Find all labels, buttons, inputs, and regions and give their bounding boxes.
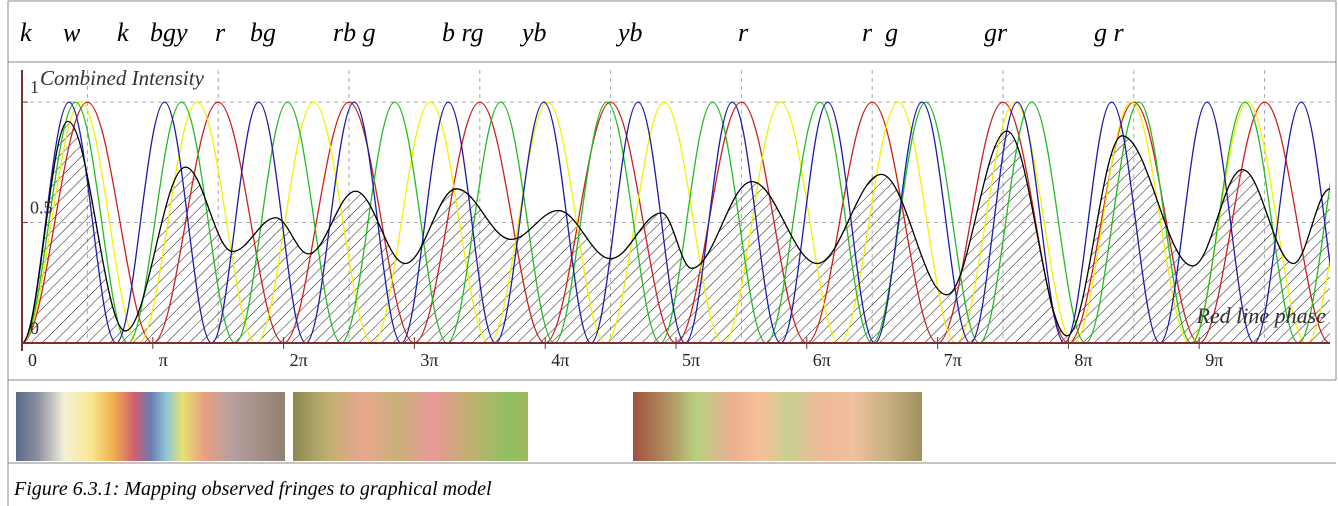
x-tick-label: 6π [813,350,831,370]
fringe-photo [16,392,285,461]
fringe-label: k [117,18,129,47]
x-tick-label: 2π [290,350,308,370]
fringe-photo [293,392,528,461]
x-tick-label: 5π [682,350,700,370]
fringe-label: bgy [150,18,188,47]
fringe-label: gr [984,18,1008,47]
fringe-label: yb [522,18,547,47]
x-tick-label: 4π [551,350,569,370]
fringe-label: r g [862,18,899,47]
fringe-label: r [215,18,226,47]
fringe-label: k [20,18,32,47]
fringe-label: g r [1094,18,1124,47]
fringe-label: w [63,18,81,47]
series-line [22,120,1330,344]
x-tick-label: 9π [1205,350,1223,370]
series-line [22,101,1330,344]
x-axis-label: Red line phase [1195,303,1326,328]
series-line [22,101,1330,344]
x-tick-label: 7π [944,350,962,370]
frame [7,0,1337,506]
y-tick-label: 0 [30,318,39,338]
chart-title: Combined Intensity [40,66,205,90]
x-tick-label: 0 [28,350,37,370]
x-tick-label: π [159,350,168,370]
caption: Figure 6.3.1: Mapping observed fringes t… [14,478,492,500]
hatched-area [22,121,1330,343]
fringe-label: rb g [333,18,376,47]
x-tick-label: 8π [1074,350,1092,370]
y-tick-label: 0.5 [30,198,53,218]
fringe-label: bg [250,18,276,47]
x-tick-label: 3π [420,350,438,370]
fringe-label: yb [618,18,643,47]
fringe-label: b rg [442,18,484,47]
y-tick-label: 1 [30,77,39,97]
fringe-photo [633,392,922,461]
fringe-label: r [738,18,749,47]
